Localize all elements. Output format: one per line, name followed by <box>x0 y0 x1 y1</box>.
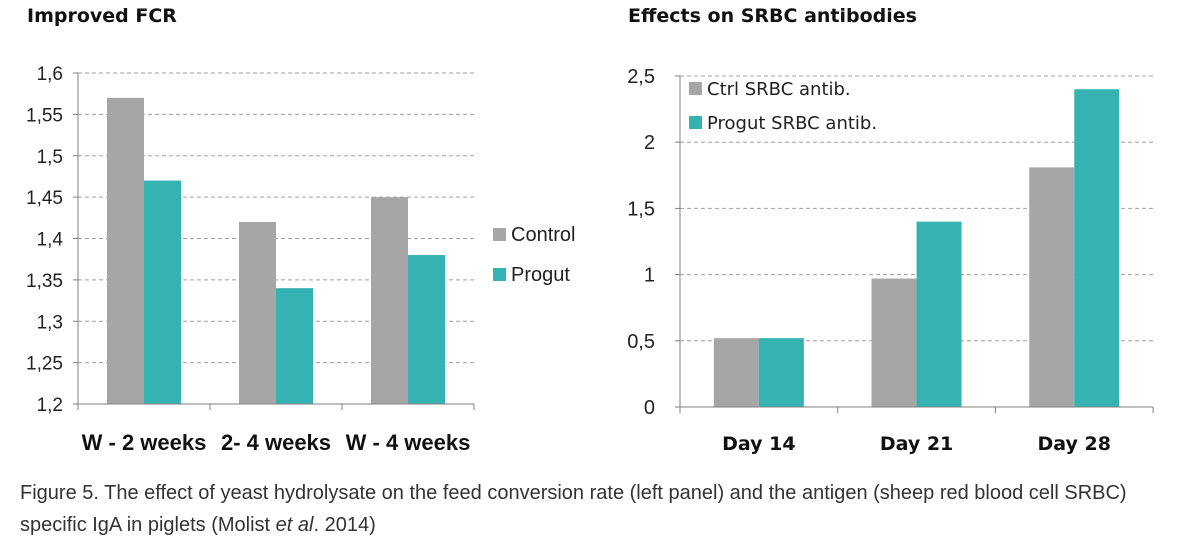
srbc-legend-label: Ctrl SRBC antib. <box>707 79 851 100</box>
srbc-category-label: Day 14 <box>722 433 795 455</box>
fcr-legend-swatch <box>493 268 506 281</box>
srbc-category-label: Day 21 <box>880 433 953 455</box>
srbc-ytick-label: 2,5 <box>627 66 655 88</box>
srbc-bar-control <box>871 278 917 407</box>
srbc-ytick-label: 0,5 <box>627 331 655 353</box>
srbc-bar-control <box>713 338 759 407</box>
fcr-ytick-label: 1,25 <box>26 354 63 375</box>
fcr-ytick-label: 1,5 <box>37 147 63 168</box>
srbc-ytick-label: 1,5 <box>627 198 655 220</box>
srbc-legend-label: Progut SRBC antib. <box>707 113 877 134</box>
srbc-ytick-label: 1 <box>644 265 655 287</box>
fcr-bar-progut <box>144 180 181 404</box>
fcr-legend-label: Control <box>511 224 575 246</box>
srbc-bar-control <box>1029 167 1075 407</box>
srbc-ytick-label: 2 <box>644 132 655 154</box>
caption-text: Figure 5. The effect of yeast hydrolysat… <box>20 482 1127 536</box>
fcr-bar-progut <box>408 255 445 404</box>
srbc-bar-progut <box>916 221 962 407</box>
srbc-ytick-label: 0 <box>644 397 655 419</box>
fcr-ytick-label: 1,55 <box>26 105 63 126</box>
fcr-ytick-label: 1,35 <box>26 271 63 292</box>
fcr-category-label: 2- 4 weeks <box>221 430 331 455</box>
fcr-category-label: W - 4 weeks <box>346 430 471 455</box>
fcr-bar-progut <box>276 288 313 404</box>
fcr-ytick-label: 1,4 <box>37 230 64 251</box>
charts-canvas: 1,2 1,25 1,3 1,35 1,4 1,45 1,5 1,55 1,6 W - 2 wee… <box>26 64 1154 455</box>
fcr-legend-label: Progut <box>511 264 570 286</box>
srbc-category-label: Day 28 <box>1038 433 1111 455</box>
figure-caption: Figure 5. The effect of yeast hydrolysat… <box>20 477 1185 541</box>
srbc-chart-title: Effects on SRBC antibodies <box>628 5 917 27</box>
caption-italic: et al <box>275 514 314 536</box>
srbc-legend-swatch <box>689 116 702 129</box>
caption-tail: . 2014) <box>313 514 376 536</box>
fcr-ytick-label: 1,45 <box>26 188 63 209</box>
fcr-legend-swatch <box>493 228 506 241</box>
srbc-legend-swatch <box>689 82 702 95</box>
fcr-ytick-label: 1,6 <box>37 64 63 85</box>
fcr-ytick-label: 1,3 <box>37 312 63 333</box>
fcr-chart-title: Improved FCR <box>27 5 177 27</box>
srbc-bar-progut <box>1074 89 1120 408</box>
srbc-bar-progut <box>758 338 804 407</box>
fcr-ytick-label: 1,2 <box>37 395 63 416</box>
fcr-category-label: W - 2 weeks <box>82 430 207 455</box>
fcr-bar-control <box>371 197 408 404</box>
fcr-bar-control <box>239 221 276 404</box>
fcr-bar-control <box>107 97 144 404</box>
